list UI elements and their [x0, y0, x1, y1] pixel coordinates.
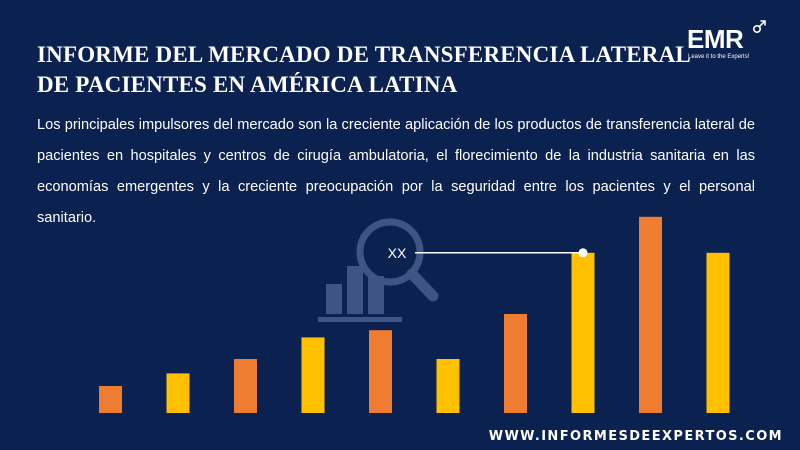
bar-10: [706, 252, 730, 413]
footer-url: WWW.INFORMESDEEXPERTOS.COM: [488, 429, 783, 444]
arrow-up-right-icon: [752, 20, 766, 34]
bar-8: [571, 252, 595, 413]
icon-baseline: [318, 317, 402, 322]
icon-bar-3: [368, 276, 384, 314]
title-line-1: INFORME DEL MERCADO DE TRANSFERENCIA LAT…: [37, 42, 691, 67]
bar-2: [166, 373, 190, 413]
bars-group: [99, 216, 730, 413]
icon-bar-2: [347, 266, 363, 314]
icon-handle: [406, 268, 439, 302]
page-title: INFORME DEL MERCADO DE TRANSFERENCIA LAT…: [37, 40, 691, 100]
icon-bar-1: [326, 284, 342, 314]
logo-text: EMR: [687, 24, 744, 54]
bar-1: [99, 386, 122, 413]
icon-lens: [356, 218, 424, 286]
annotation-dot: [578, 248, 588, 258]
bar-9: [639, 216, 662, 413]
bar-chart-magnifier-icon: [318, 218, 439, 322]
annotation-label: XX: [388, 245, 407, 261]
bar-6: [436, 359, 460, 413]
bar-7: [504, 314, 527, 413]
emr-logo: EMR Leave it to the Experts!: [682, 18, 782, 68]
logo-tagline: Leave it to the Experts!: [688, 54, 750, 60]
bar-5: [369, 330, 392, 413]
bar-3: [234, 359, 257, 413]
description-text: Los principales impulsores del mercado s…: [37, 117, 755, 226]
title-line-2: DE PACIENTES EN AMÉRICA LATINA: [37, 72, 458, 97]
bar-4: [301, 337, 325, 413]
